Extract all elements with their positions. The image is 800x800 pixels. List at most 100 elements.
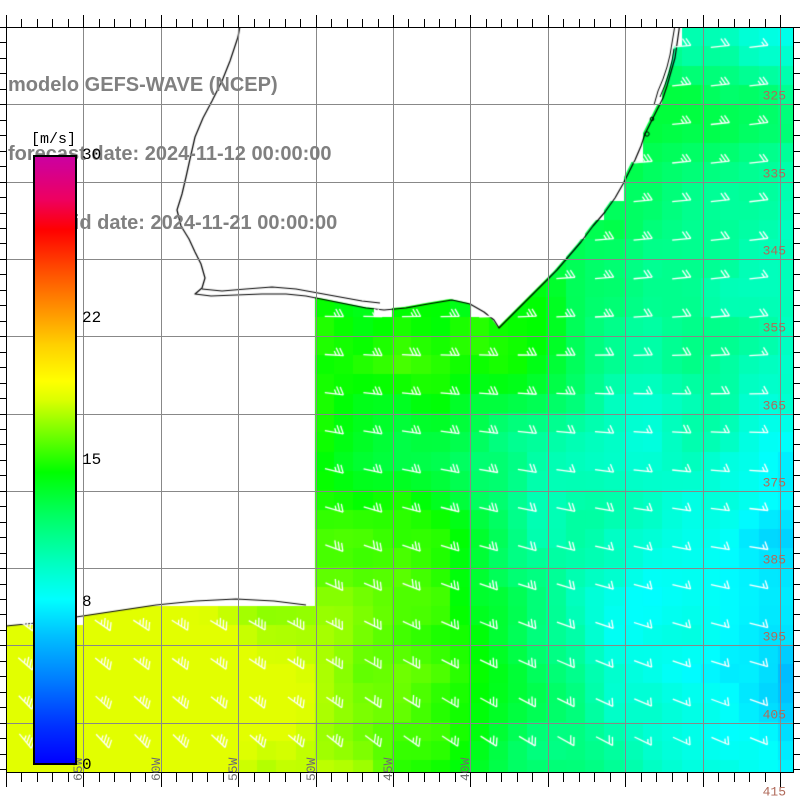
- tick-right: [794, 228, 800, 229]
- map-plot-area[interactable]: [6, 27, 794, 772]
- tick-right: [794, 27, 800, 28]
- tick-top: [765, 19, 766, 27]
- lat-label-345: 345: [762, 243, 786, 259]
- tick-top: [145, 19, 146, 27]
- tick-left: [0, 58, 6, 59]
- tick-top: [238, 15, 239, 27]
- tick-top: [610, 19, 611, 27]
- tick-top: [285, 19, 286, 27]
- tick-right: [794, 321, 800, 322]
- tick-top: [52, 19, 53, 27]
- tick-bottom: [439, 773, 440, 782]
- tick-top: [6, 15, 7, 27]
- tick-left: [0, 166, 6, 167]
- tick-bottom: [254, 773, 255, 782]
- tick-bottom: [470, 773, 471, 787]
- colorbar-gradient: [33, 155, 77, 765]
- tick-right: [794, 584, 800, 585]
- tick-top: [579, 19, 580, 27]
- tick-left: [0, 352, 6, 353]
- colorbar-tick-15: 15: [82, 451, 102, 469]
- tick-bottom: [362, 773, 363, 782]
- lat-label-415: 415: [762, 784, 786, 800]
- tick-top: [703, 15, 704, 27]
- tick-bottom: [238, 773, 239, 787]
- lat-label-385: 385: [762, 552, 786, 568]
- tick-bottom: [378, 773, 379, 782]
- lat-label-335: 335: [762, 166, 786, 182]
- tick-left: [0, 259, 6, 260]
- tick-left: [0, 135, 6, 136]
- frame-top: [6, 27, 794, 28]
- tick-right: [794, 367, 800, 368]
- tick-top: [130, 19, 131, 27]
- tick-bottom: [393, 773, 394, 787]
- tick-right: [794, 738, 800, 739]
- tick-bottom: [610, 773, 611, 782]
- tick-bottom: [285, 773, 286, 782]
- tick-left: [0, 460, 6, 461]
- tick-right: [794, 723, 800, 724]
- tick-right: [794, 151, 800, 152]
- lat-label-355: 355: [762, 320, 786, 336]
- tick-top: [207, 19, 208, 27]
- tick-top: [672, 19, 673, 27]
- tick-bottom: [161, 773, 162, 787]
- tick-left: [0, 444, 6, 445]
- tick-right: [794, 491, 800, 492]
- tick-bottom: [517, 773, 518, 782]
- tick-left: [0, 336, 6, 337]
- tick-left: [0, 243, 6, 244]
- tick-top: [331, 19, 332, 27]
- tick-left: [0, 73, 6, 74]
- tick-top: [501, 19, 502, 27]
- tick-left: [0, 27, 6, 28]
- lat-label-375: 375: [762, 475, 786, 491]
- tick-right: [794, 676, 800, 677]
- colorbar-tick-22: 22: [82, 308, 102, 327]
- lon-label-45W: 45W: [381, 757, 396, 781]
- tick-right: [794, 290, 800, 291]
- tick-left: [0, 599, 6, 600]
- tick-right: [794, 135, 800, 136]
- tick-right: [794, 522, 800, 523]
- tick-top: [362, 19, 363, 27]
- tick-top: [625, 15, 626, 27]
- tick-bottom: [99, 773, 100, 782]
- tick-bottom: [563, 773, 564, 782]
- tick-right: [794, 197, 800, 198]
- tick-bottom: [316, 773, 317, 787]
- tick-bottom: [269, 773, 270, 782]
- tick-top: [424, 19, 425, 27]
- tick-left: [0, 506, 6, 507]
- tick-top: [378, 19, 379, 27]
- tick-left: [0, 398, 6, 399]
- tick-top: [223, 19, 224, 27]
- tick-right: [794, 429, 800, 430]
- tick-bottom: [21, 773, 22, 782]
- tick-right: [794, 769, 800, 770]
- tick-right: [794, 213, 800, 214]
- tick-left: [0, 630, 6, 631]
- tick-left: [0, 120, 6, 121]
- tick-bottom: [486, 773, 487, 782]
- tick-left: [0, 104, 6, 105]
- colorbar[interactable]: [33, 155, 77, 765]
- tick-top: [254, 19, 255, 27]
- tick-bottom: [207, 773, 208, 782]
- tick-left: [0, 614, 6, 615]
- tick-left: [0, 274, 6, 275]
- tick-left: [0, 321, 6, 322]
- tick-bottom: [749, 773, 750, 782]
- lon-label-60W: 60W: [149, 757, 164, 781]
- lon-label-55W: 55W: [226, 757, 241, 781]
- tick-left: [0, 305, 6, 306]
- colorbar-tick-30: 30: [82, 146, 102, 164]
- tick-left: [0, 692, 6, 693]
- tick-bottom: [68, 773, 69, 782]
- tick-left: [0, 228, 6, 229]
- tick-left: [0, 367, 6, 368]
- tick-right: [794, 553, 800, 554]
- tick-left: [0, 414, 6, 415]
